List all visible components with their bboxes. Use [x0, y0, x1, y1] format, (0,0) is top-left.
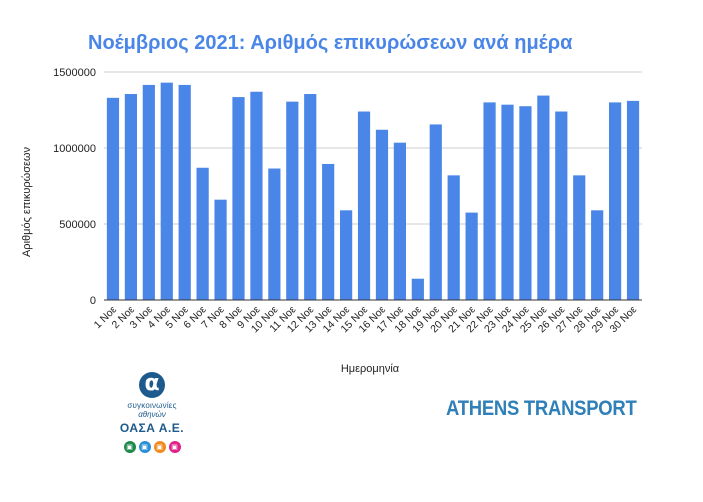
- bar: [393, 142, 406, 300]
- bar: [465, 212, 478, 300]
- bar: [501, 104, 514, 301]
- logo-line-2: αθηνών: [138, 410, 166, 419]
- bar: [537, 95, 550, 300]
- bar: [573, 175, 586, 300]
- bar: [178, 84, 191, 300]
- bar: [483, 102, 496, 301]
- bar: [286, 101, 299, 300]
- logo-line-3: ΟΑΣΑ Α.Ε.: [119, 421, 185, 435]
- bars: [106, 82, 640, 301]
- y-tick-label: 500000: [59, 219, 96, 231]
- chart-title: Νοέμβριος 2021: Αριθμός επικυρώσεων ανά …: [88, 32, 573, 54]
- transport-mode-icons: ▣ ▣ ▣ ▣: [110, 441, 194, 453]
- bar: [411, 278, 424, 300]
- oasa-logo: α συγκοινωνίες αθηνών ΟΑΣΑ Α.Ε. ▣ ▣ ▣ ▣: [110, 372, 194, 453]
- bar: [304, 94, 317, 300]
- gridlines: [104, 71, 642, 225]
- logo-line-1: συγκοινωνίες: [127, 401, 177, 410]
- bar: [124, 94, 137, 300]
- bar: [375, 129, 389, 300]
- bus-icon: ▣: [153, 441, 166, 453]
- bar: [268, 168, 281, 300]
- bar: [626, 100, 640, 300]
- athens-transport-brand: ATHENS TRANSPORT: [446, 397, 637, 420]
- trolley-icon: ▣: [168, 441, 181, 453]
- bar: [142, 84, 155, 300]
- bar: [555, 111, 568, 301]
- bar: [591, 210, 604, 300]
- bar: [250, 91, 263, 300]
- tram-icon: ▣: [123, 441, 136, 453]
- bar: [340, 210, 353, 300]
- y-tick-label: 0: [90, 295, 96, 307]
- bar: [357, 111, 371, 301]
- oasa-alpha-logo-icon: α: [139, 372, 165, 398]
- bar: [322, 163, 335, 300]
- metro-icon: ▣: [138, 441, 151, 453]
- x-axis-label: Ημερομηνία: [341, 363, 400, 375]
- bar: [196, 167, 209, 300]
- bar: [429, 124, 442, 300]
- bar: [609, 102, 622, 301]
- y-tick-label: 1000000: [53, 143, 96, 155]
- y-tick-label: 1500000: [53, 67, 96, 79]
- bar: [160, 82, 173, 300]
- y-axis-ticks: 0 500000 1000000 1500000: [53, 67, 96, 307]
- bar: [447, 175, 460, 300]
- bar: [106, 97, 120, 300]
- bar: [519, 106, 532, 300]
- bar: [232, 97, 245, 300]
- y-axis-label: Αριθμός επικυρώσεων: [21, 146, 33, 257]
- bar: [214, 199, 227, 300]
